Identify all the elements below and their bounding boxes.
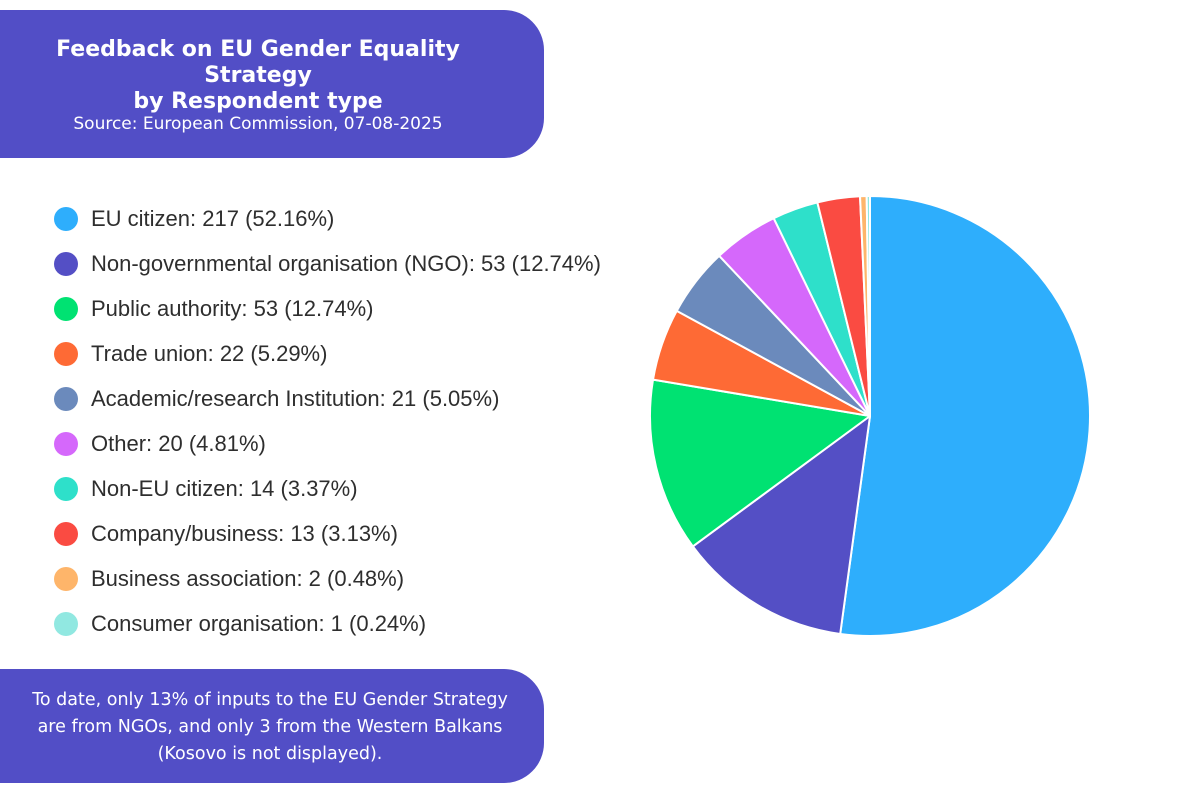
legend-item: Non-EU citizen: 14 (3.37%) <box>54 466 601 511</box>
legend-swatch <box>54 386 78 411</box>
source-note: Source: European Commission, 07-08-2025 <box>73 114 443 134</box>
legend: EU citizen: 217 (52.16%) Non-governmental… <box>54 196 601 646</box>
header-card: Feedback on EU Gender Equality Strategy … <box>0 10 544 158</box>
legend-swatch <box>54 296 78 321</box>
legend-item: Business association: 2 (0.48%) <box>54 556 601 601</box>
legend-swatch <box>54 566 78 591</box>
legend-swatch <box>54 431 78 456</box>
legend-item: Trade union: 22 (5.29%) <box>54 331 601 376</box>
legend-label: EU citizen: 217 (52.16%) <box>91 205 335 231</box>
legend-item: Consumer organisation: 1 (0.24%) <box>54 601 601 646</box>
legend-item: Company/business: 13 (3.13%) <box>54 511 601 556</box>
legend-label: Other: 20 (4.81%) <box>91 430 266 456</box>
legend-swatch <box>54 521 78 546</box>
pie-slice[interactable] <box>649 378 871 548</box>
legend-label: Trade union: 22 (5.29%) <box>91 340 328 366</box>
chart-title: Feedback on EU Gender Equality Strategy … <box>56 37 460 114</box>
legend-swatch <box>54 206 78 231</box>
pie-chart-svg <box>649 195 1091 637</box>
legend-swatch <box>54 611 78 636</box>
footer-note: To date, only 13% of inputs to the EU Ge… <box>32 690 508 764</box>
legend-item: Public authority: 53 (12.74%) <box>54 286 601 331</box>
legend-item: EU citizen: 217 (52.16%) <box>54 196 601 241</box>
pie-slice[interactable] <box>691 415 871 635</box>
legend-item: Non-governmental organisation (NGO): 53 … <box>54 241 601 286</box>
pie-slice[interactable] <box>865 195 871 417</box>
pie-chart <box>640 186 1100 646</box>
legend-label: Public authority: 53 (12.74%) <box>91 295 374 321</box>
legend-label: Non-EU citizen: 14 (3.37%) <box>91 475 358 501</box>
legend-swatch <box>54 341 78 366</box>
legend-item: Academic/research Institution: 21 (5.05%… <box>54 376 601 421</box>
legend-label: Company/business: 13 (3.13%) <box>91 520 398 546</box>
legend-label: Non-governmental organisation (NGO): 53 … <box>91 250 601 276</box>
legend-label: Consumer organisation: 1 (0.24%) <box>91 610 427 636</box>
legend-swatch <box>54 251 78 276</box>
legend-label: Academic/research Institution: 21 (5.05%… <box>91 385 500 411</box>
pie-slice[interactable] <box>839 195 1091 637</box>
legend-label: Business association: 2 (0.48%) <box>91 565 405 591</box>
legend-item: Other: 20 (4.81%) <box>54 421 601 466</box>
legend-swatch <box>54 476 78 501</box>
footer-card: To date, only 13% of inputs to the EU Ge… <box>0 669 544 783</box>
